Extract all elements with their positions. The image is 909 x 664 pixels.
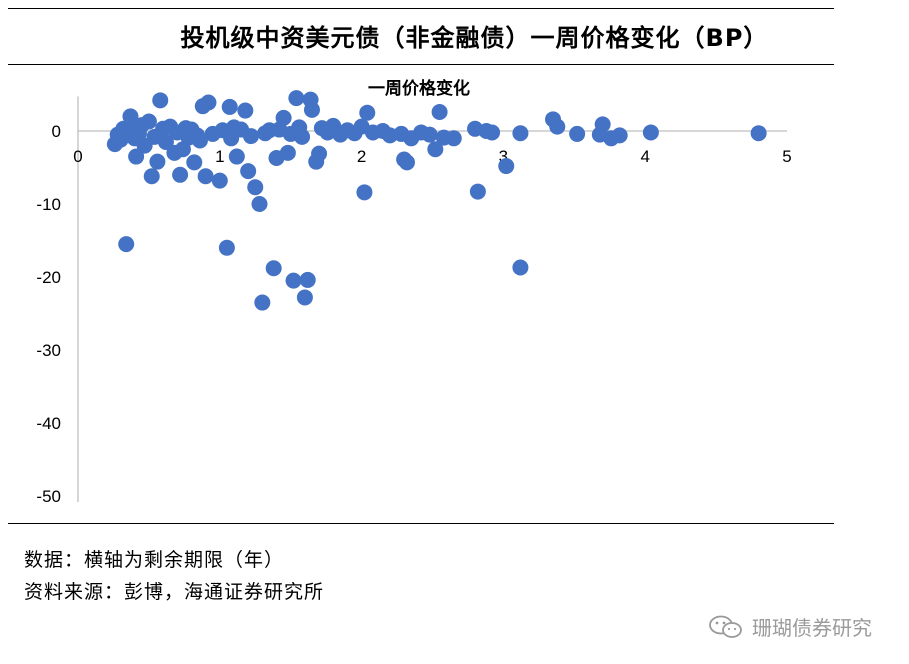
scatter-point — [294, 128, 311, 145]
scatter-point — [240, 163, 257, 180]
scatter-point — [288, 90, 305, 107]
scatter-point — [445, 130, 462, 147]
scatter-point — [303, 101, 320, 118]
scatter-point — [427, 141, 444, 158]
scatter-point — [211, 172, 228, 189]
scatter-point — [118, 236, 135, 253]
scatter-point — [218, 239, 235, 256]
x-tick-label: 1 — [215, 147, 224, 166]
scatter-point — [149, 153, 166, 170]
scatter-point — [275, 109, 292, 126]
data-points — [106, 90, 767, 311]
x-tick-label: 5 — [782, 147, 791, 166]
scatter-chart: 一周价格变化 0 -10 -20 -30 -40 -50 0 1 2 3 4 5 — [36, 78, 791, 506]
axis-note: 数据：横轴为剩余期限（年） — [24, 549, 285, 571]
scatter-point — [498, 158, 515, 175]
scatter-point — [191, 132, 208, 149]
scatter-point — [265, 260, 282, 277]
scatter-point — [512, 259, 529, 276]
scatter-point — [611, 127, 628, 144]
scatter-point — [221, 98, 238, 115]
scatter-point — [750, 125, 767, 142]
x-tick-label: 3 — [499, 147, 508, 166]
y-tick-label: -20 — [36, 268, 61, 287]
scatter-point — [186, 154, 203, 171]
scatter-point — [356, 184, 373, 201]
x-tick-labels: 0 1 2 3 4 5 — [73, 147, 791, 166]
scatter-point — [228, 148, 245, 165]
y-tick-label: -50 — [36, 487, 61, 506]
scatter-point — [200, 94, 217, 111]
scatter-point — [569, 125, 586, 142]
scatter-point — [311, 145, 328, 162]
scatter-point — [143, 168, 160, 185]
scatter-point — [247, 179, 264, 196]
scatter-point — [197, 168, 214, 185]
y-tick-label: -10 — [36, 195, 61, 214]
scatter-point — [279, 144, 296, 161]
watermark-text: 珊瑚债券研究 — [752, 616, 872, 640]
scatter-point — [421, 126, 438, 143]
source-note: 资料来源：彭博，海通证券研究所 — [24, 581, 325, 603]
watermark: 珊瑚债券研究 — [708, 612, 872, 641]
scatter-point — [242, 128, 259, 145]
scatter-point — [398, 154, 415, 171]
y-tick-label: 0 — [52, 122, 61, 141]
x-tick-label: 4 — [640, 147, 649, 166]
scatter-point — [512, 125, 529, 142]
y-tick-label: -40 — [36, 414, 61, 433]
scatter-point — [296, 289, 313, 306]
scatter-point — [594, 116, 611, 133]
x-tick-label: 0 — [73, 147, 82, 166]
scatter-point — [172, 166, 189, 183]
scatter-point — [254, 294, 271, 311]
scatter-point — [299, 271, 316, 288]
x-tick-label: 2 — [357, 147, 366, 166]
scatter-point — [431, 104, 448, 121]
scatter-point — [157, 133, 174, 150]
scatter-point — [128, 148, 145, 165]
scatter-point — [549, 118, 566, 135]
chart-axes — [77, 96, 787, 502]
scatter-point — [251, 196, 268, 212]
title-rule — [8, 64, 834, 65]
page-title: 投机级中资美元债（非金融债）一周价格变化（BP） — [180, 24, 769, 52]
footer-rule — [8, 523, 834, 524]
scatter-point — [152, 92, 169, 109]
scatter-point — [237, 102, 254, 119]
wechat-icon — [709, 615, 742, 638]
scatter-point — [285, 272, 302, 289]
y-tick-label: -30 — [36, 341, 61, 360]
scatter-point — [484, 124, 501, 141]
chart-title: 一周价格变化 — [368, 78, 470, 99]
scatter-point — [469, 183, 486, 200]
y-tick-labels: 0 -10 -20 -30 -40 -50 — [36, 122, 61, 506]
scatter-point — [359, 104, 376, 121]
scatter-point — [140, 113, 157, 130]
top-rule — [8, 8, 834, 9]
scatter-point — [642, 124, 659, 141]
